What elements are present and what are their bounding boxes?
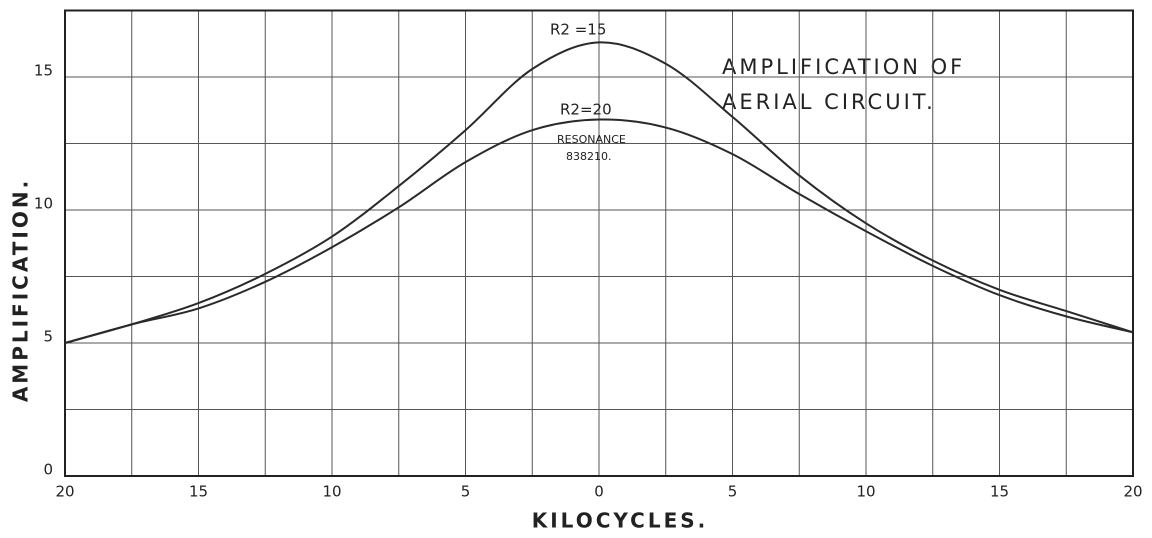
y-tick-label: 5 xyxy=(43,328,53,346)
annotation: 838210. xyxy=(566,150,612,163)
x-tick-label: 5 xyxy=(728,483,738,501)
y-tick-label: 0 xyxy=(43,461,53,479)
curve-label: R2=20 xyxy=(560,101,612,119)
chart-title: AERIAL CIRCUIT. xyxy=(722,90,936,114)
x-tick-label: 20 xyxy=(1123,483,1142,501)
x-tick-label: 10 xyxy=(856,483,875,501)
y-tick-label: 10 xyxy=(34,195,53,213)
x-tick-label: 0 xyxy=(594,483,604,501)
x-tick-label: 20 xyxy=(55,483,74,501)
curve-label: R2 =15 xyxy=(550,21,606,39)
x-tick-label: 15 xyxy=(990,483,1009,501)
chart-title: AMPLIFICATION OF xyxy=(722,55,965,79)
curve xyxy=(64,118,1134,344)
annotation: RESONANCE xyxy=(557,133,626,146)
x-tick-label: 15 xyxy=(189,483,208,501)
plot-frame xyxy=(64,9,1134,477)
x-tick-label: 10 xyxy=(322,483,341,501)
y-axis-label: AMPLIFICATION. xyxy=(9,178,33,402)
x-axis-label: KILOCYCLES. xyxy=(532,509,709,533)
x-tick-label: 5 xyxy=(461,483,471,501)
curve xyxy=(64,41,1134,344)
y-tick-label: 15 xyxy=(34,62,53,80)
